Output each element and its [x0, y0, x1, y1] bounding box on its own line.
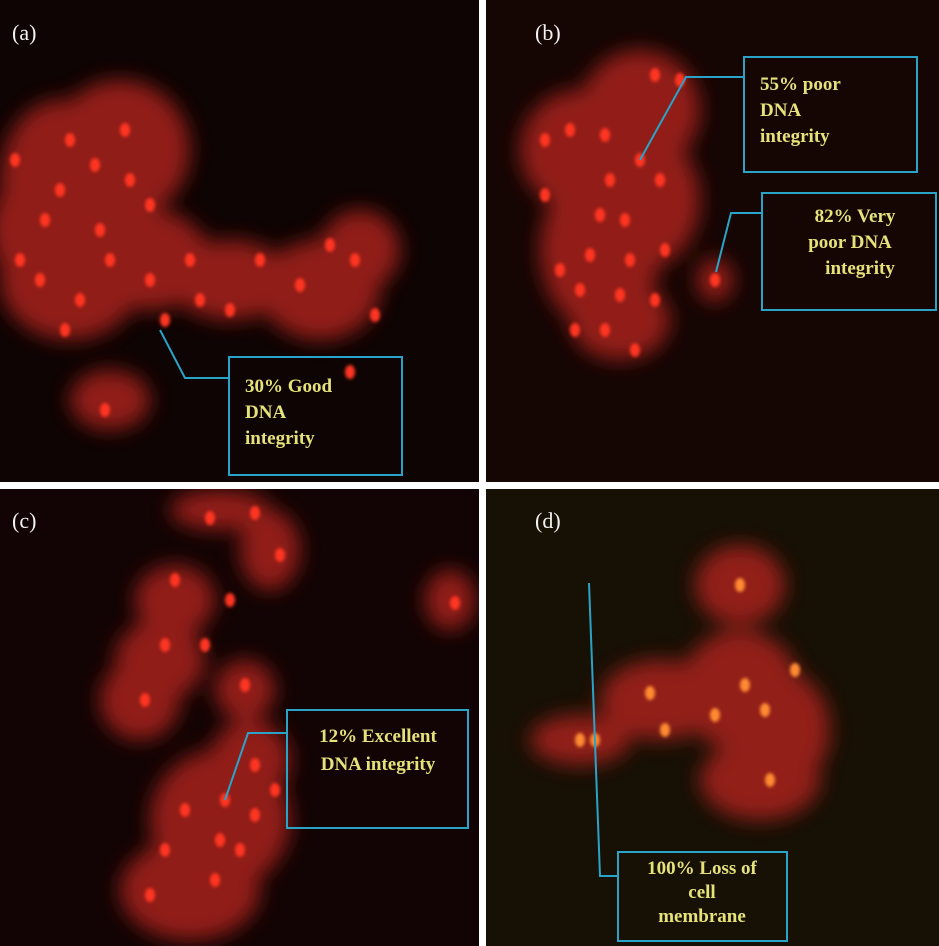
cell: [650, 68, 660, 82]
cell: [105, 253, 115, 267]
cell: [630, 343, 640, 357]
cell: [540, 133, 550, 147]
cell: [295, 278, 305, 292]
cell: [240, 510, 300, 590]
cell: [210, 873, 220, 887]
annotation-text: DNA: [760, 100, 801, 121]
cell: [605, 173, 615, 187]
cell: [625, 253, 635, 267]
cell: [225, 593, 235, 607]
cell: [570, 323, 580, 337]
cell: [370, 308, 380, 322]
cell: [620, 213, 630, 227]
cell: [240, 678, 250, 692]
cell: [235, 843, 245, 857]
panel-label: (b): [535, 20, 561, 45]
panel-label: (d): [535, 508, 561, 533]
cell: [75, 293, 85, 307]
cell: [655, 173, 665, 187]
cell: [250, 758, 260, 772]
cell: [125, 173, 135, 187]
cell: [790, 663, 800, 677]
cell: [95, 223, 105, 237]
cell: [255, 253, 265, 267]
cell: [585, 248, 595, 262]
cell: [275, 548, 285, 562]
annotation-text: poor DNA: [808, 232, 892, 253]
panel-label: (a): [12, 20, 36, 45]
cell: [250, 506, 260, 520]
cell: [65, 133, 75, 147]
cell: [540, 188, 550, 202]
cell: [100, 403, 110, 417]
annotation-text: integrity: [760, 126, 830, 147]
cell: [710, 273, 720, 287]
cell: [145, 888, 155, 902]
cell: [760, 703, 770, 717]
cell: [615, 288, 625, 302]
cell: [120, 123, 130, 137]
cell: [595, 208, 605, 222]
cell: [565, 123, 575, 137]
annotation-text: 55% poor: [760, 74, 841, 95]
cell: [55, 183, 65, 197]
cell: [225, 303, 235, 317]
cell: [580, 130, 700, 270]
annotation-text: DNA integrity: [321, 754, 436, 775]
cell: [140, 693, 150, 707]
cell: [250, 808, 260, 822]
cell: [740, 678, 750, 692]
annotation-text: 82% Very: [815, 206, 896, 227]
annotation-text: 30% Good: [245, 376, 333, 397]
annotation-text: 100% Loss of: [647, 858, 757, 879]
cell: [450, 596, 460, 610]
cell: [350, 253, 360, 267]
cell: [425, 570, 475, 630]
cell: [145, 198, 155, 212]
cell: [160, 313, 170, 327]
cell: [160, 638, 170, 652]
cell: [765, 773, 775, 787]
cell: [575, 283, 585, 297]
annotation-text: DNA: [245, 402, 286, 423]
cell: [345, 365, 355, 379]
cell: [60, 323, 70, 337]
cell: [600, 128, 610, 142]
cell: [270, 783, 280, 797]
annotation-text: integrity: [825, 258, 895, 279]
cell: [575, 733, 585, 747]
cell: [710, 708, 720, 722]
cell: [215, 833, 225, 847]
cell: [650, 293, 660, 307]
cell: [195, 293, 205, 307]
cell: [145, 273, 155, 287]
cell: [600, 323, 610, 337]
cell: [700, 740, 820, 820]
annotation-text: integrity: [245, 428, 315, 449]
cell: [90, 158, 100, 172]
cell: [10, 153, 20, 167]
panel-label: (c): [12, 508, 36, 533]
figure: (a) 30% Good DNA integrity (b) 55% poor …: [0, 0, 939, 946]
cell: [170, 573, 180, 587]
cell: [180, 803, 190, 817]
cell: [555, 263, 565, 277]
annotation-text: cell: [688, 882, 715, 903]
cell: [660, 723, 670, 737]
cell: [205, 511, 215, 525]
cell: [35, 273, 45, 287]
cell: [735, 578, 745, 592]
cell: [40, 213, 50, 227]
cell: [660, 243, 670, 257]
cell: [70, 370, 150, 430]
cell: [200, 638, 210, 652]
cell: [185, 253, 195, 267]
annotation-text: 12% Excellent: [319, 726, 437, 747]
cell: [325, 238, 335, 252]
annotation-text: membrane: [658, 906, 746, 927]
cell: [15, 253, 25, 267]
cell: [160, 843, 170, 857]
cell: [645, 686, 655, 700]
